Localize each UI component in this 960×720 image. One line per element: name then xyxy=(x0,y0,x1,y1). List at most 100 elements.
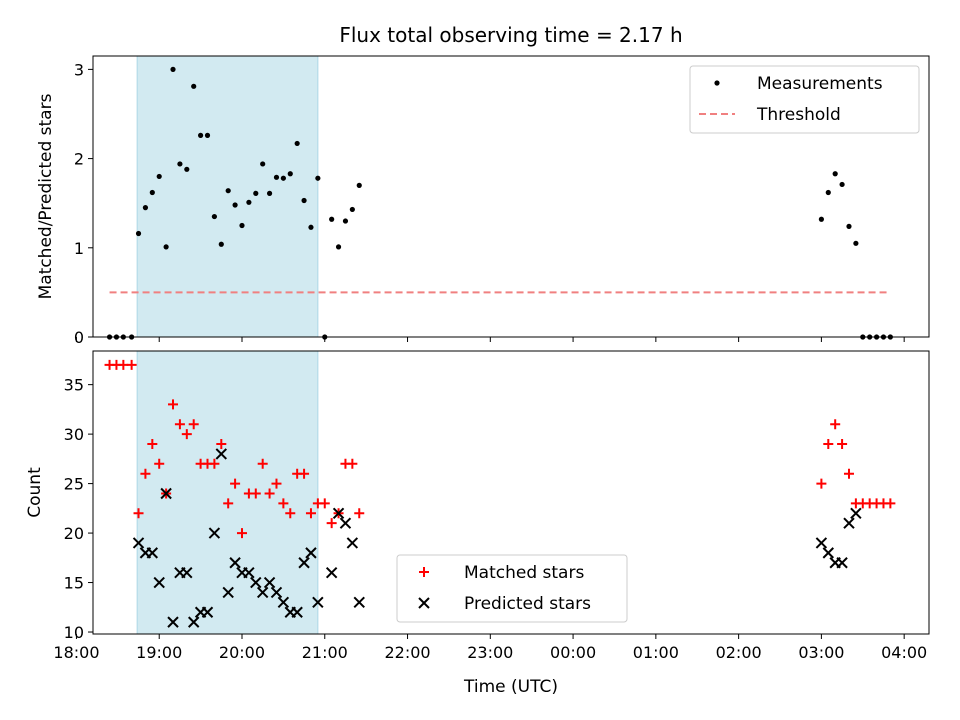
y-axis-label: Matched/Predicted stars xyxy=(36,93,56,299)
data-point xyxy=(215,448,228,460)
x-tick-label: 19:00 xyxy=(136,643,182,662)
series-matched-stars xyxy=(104,359,896,539)
y-tick-label: 3 xyxy=(74,60,84,79)
legend-marker xyxy=(714,80,720,86)
data-point xyxy=(319,498,330,509)
data-point xyxy=(822,547,835,559)
x-tick-label: 20:00 xyxy=(219,643,265,662)
y-tick-label: 25 xyxy=(64,475,84,494)
x-tick-label: 21:00 xyxy=(302,643,348,662)
data-point xyxy=(239,222,245,229)
data-point xyxy=(216,439,227,450)
data-point xyxy=(264,488,275,499)
data-point xyxy=(188,419,199,430)
data-point xyxy=(312,596,324,609)
observing-span-highlight xyxy=(136,55,319,338)
data-point xyxy=(256,586,269,599)
data-point xyxy=(291,606,303,618)
data-point xyxy=(208,527,221,539)
data-point xyxy=(354,508,365,519)
legend-box xyxy=(689,65,920,134)
data-point xyxy=(174,419,185,430)
y-tick-label: 35 xyxy=(64,376,84,395)
data-point xyxy=(229,557,241,569)
legend: Matched stars Predicted stars xyxy=(396,554,628,623)
data-point xyxy=(170,66,176,72)
legend-label: Matched stars xyxy=(464,563,584,583)
data-point xyxy=(280,175,286,181)
data-point xyxy=(223,498,234,509)
data-point xyxy=(836,557,848,569)
legend: Measurements Threshold xyxy=(689,65,920,134)
data-point xyxy=(277,596,290,609)
data-point xyxy=(140,468,151,479)
data-point xyxy=(191,83,197,89)
data-point xyxy=(850,507,862,519)
x-tick-label: 01:00 xyxy=(633,643,679,662)
data-point xyxy=(225,188,231,194)
data-point xyxy=(146,547,159,559)
data-point xyxy=(839,181,845,188)
data-point xyxy=(211,213,217,220)
data-point xyxy=(815,537,828,549)
data-point xyxy=(818,216,824,222)
data-point xyxy=(142,205,149,211)
data-point xyxy=(305,547,317,559)
data-point xyxy=(329,216,335,222)
x-tick-label: 22:00 xyxy=(384,643,430,662)
x-tick-label: 00:00 xyxy=(550,643,596,662)
data-point xyxy=(135,230,142,237)
data-point xyxy=(885,498,896,509)
data-point xyxy=(260,161,266,167)
data-point xyxy=(198,132,204,138)
data-point xyxy=(339,517,352,529)
data-point xyxy=(243,566,255,579)
data-point xyxy=(346,537,359,549)
data-point xyxy=(246,199,252,205)
data-point xyxy=(308,224,314,230)
data-point xyxy=(167,616,179,628)
data-point xyxy=(266,190,273,196)
data-point xyxy=(126,359,137,370)
y-tick-label: 20 xyxy=(64,524,84,543)
data-point xyxy=(816,478,827,489)
data-point xyxy=(181,566,193,579)
data-point xyxy=(218,241,224,247)
data-point xyxy=(232,202,238,208)
data-point xyxy=(153,576,165,589)
y-tick-label: 0 xyxy=(74,328,84,347)
data-point xyxy=(236,528,247,539)
data-point xyxy=(832,171,838,177)
legend-label: Threshold xyxy=(756,105,841,125)
data-point xyxy=(181,429,192,440)
x-tick-label: 04:00 xyxy=(881,643,927,662)
data-point xyxy=(278,498,289,509)
data-point xyxy=(163,244,169,250)
data-point xyxy=(356,182,362,188)
y-tick-label: 2 xyxy=(74,150,84,169)
data-point xyxy=(204,132,211,138)
legend-marker xyxy=(419,567,429,577)
data-point xyxy=(301,197,307,204)
data-point xyxy=(177,161,183,167)
data-point xyxy=(270,586,283,599)
data-point xyxy=(263,576,276,589)
data-point xyxy=(349,206,355,213)
data-point xyxy=(342,218,349,224)
data-point xyxy=(273,174,280,180)
data-point xyxy=(149,189,155,196)
data-point xyxy=(160,487,172,500)
data-point xyxy=(315,175,321,181)
y-tick-label: 30 xyxy=(64,425,84,444)
series-predicted-stars xyxy=(132,448,862,628)
chart-title: Flux total observing time = 2.17 h xyxy=(339,23,682,47)
data-point xyxy=(332,507,345,519)
data-point xyxy=(305,508,316,519)
panel-ratio: 0 1 2 3 Matched/Predicted stars Measurements T… xyxy=(36,55,930,347)
axes-frame xyxy=(92,55,930,338)
x-tick-label: 02:00 xyxy=(716,643,762,662)
x-tick-label: 18:00 xyxy=(53,643,99,662)
x-tick-label: 03:00 xyxy=(798,643,844,662)
data-point xyxy=(825,189,831,196)
data-point xyxy=(187,616,200,628)
